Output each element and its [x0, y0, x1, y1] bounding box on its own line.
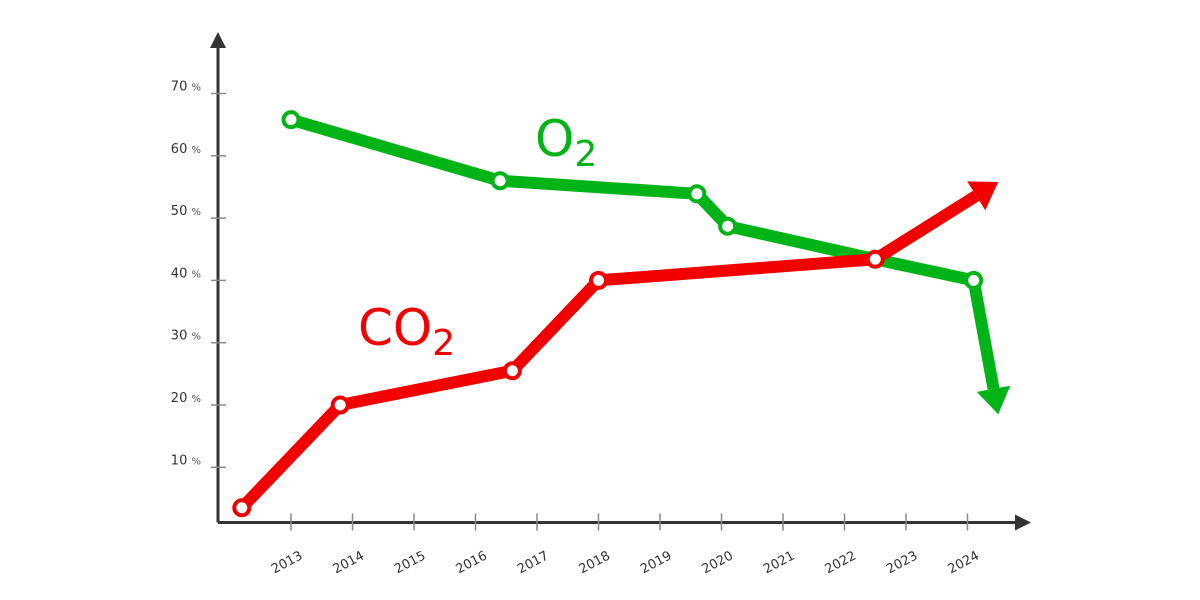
o2-data-point: [718, 216, 738, 236]
x-tick-label: 2021: [761, 549, 797, 578]
x-tick-label: 2024: [946, 549, 982, 578]
series: [232, 110, 1011, 518]
x-tick-label: 2022: [823, 549, 859, 578]
x-tick-label: 2018: [577, 549, 613, 578]
series-label-co2: CO2: [358, 299, 455, 364]
x-axis-arrow-icon: [1015, 514, 1031, 531]
x-tick-label: 2017: [515, 549, 551, 578]
x-tick-label: 2023: [884, 549, 920, 578]
y-tick-label: 10 %: [171, 453, 201, 468]
co2-data-point: [865, 249, 885, 269]
x-tick-label: 2019: [638, 549, 674, 578]
co2-data-point: [330, 395, 350, 415]
co2-data-point: [232, 498, 252, 518]
y-tick-label: 30 %: [171, 329, 201, 344]
co2-data-point: [589, 270, 608, 290]
o2-data-point: [281, 110, 301, 130]
o2-data-point: [964, 270, 984, 290]
y-tick-label: 60 %: [171, 142, 201, 157]
co2-data-point: [502, 361, 522, 381]
o2-data-point: [687, 184, 707, 204]
x-tick-label: 2014: [331, 549, 367, 578]
y-tick-label: 70 %: [171, 80, 201, 95]
axes: [210, 32, 1031, 531]
y-axis-arrow-icon: [210, 32, 226, 48]
co2-arrow-icon: [967, 181, 999, 211]
o2-data-point: [490, 171, 510, 191]
series-label-o2: O2: [535, 110, 597, 175]
o2-arrow-icon: [976, 385, 1011, 415]
y-tick-label: 50 %: [171, 204, 201, 219]
x-tick-label: 2016: [454, 549, 490, 578]
co2-line: [237, 190, 980, 512]
x-tick-label: 2015: [392, 549, 428, 578]
y-tick-label: 40 %: [171, 266, 201, 281]
y-tick-label: 20 %: [171, 391, 201, 406]
x-tick-label: 2013: [269, 549, 305, 578]
x-tick-label: 2020: [700, 549, 736, 578]
